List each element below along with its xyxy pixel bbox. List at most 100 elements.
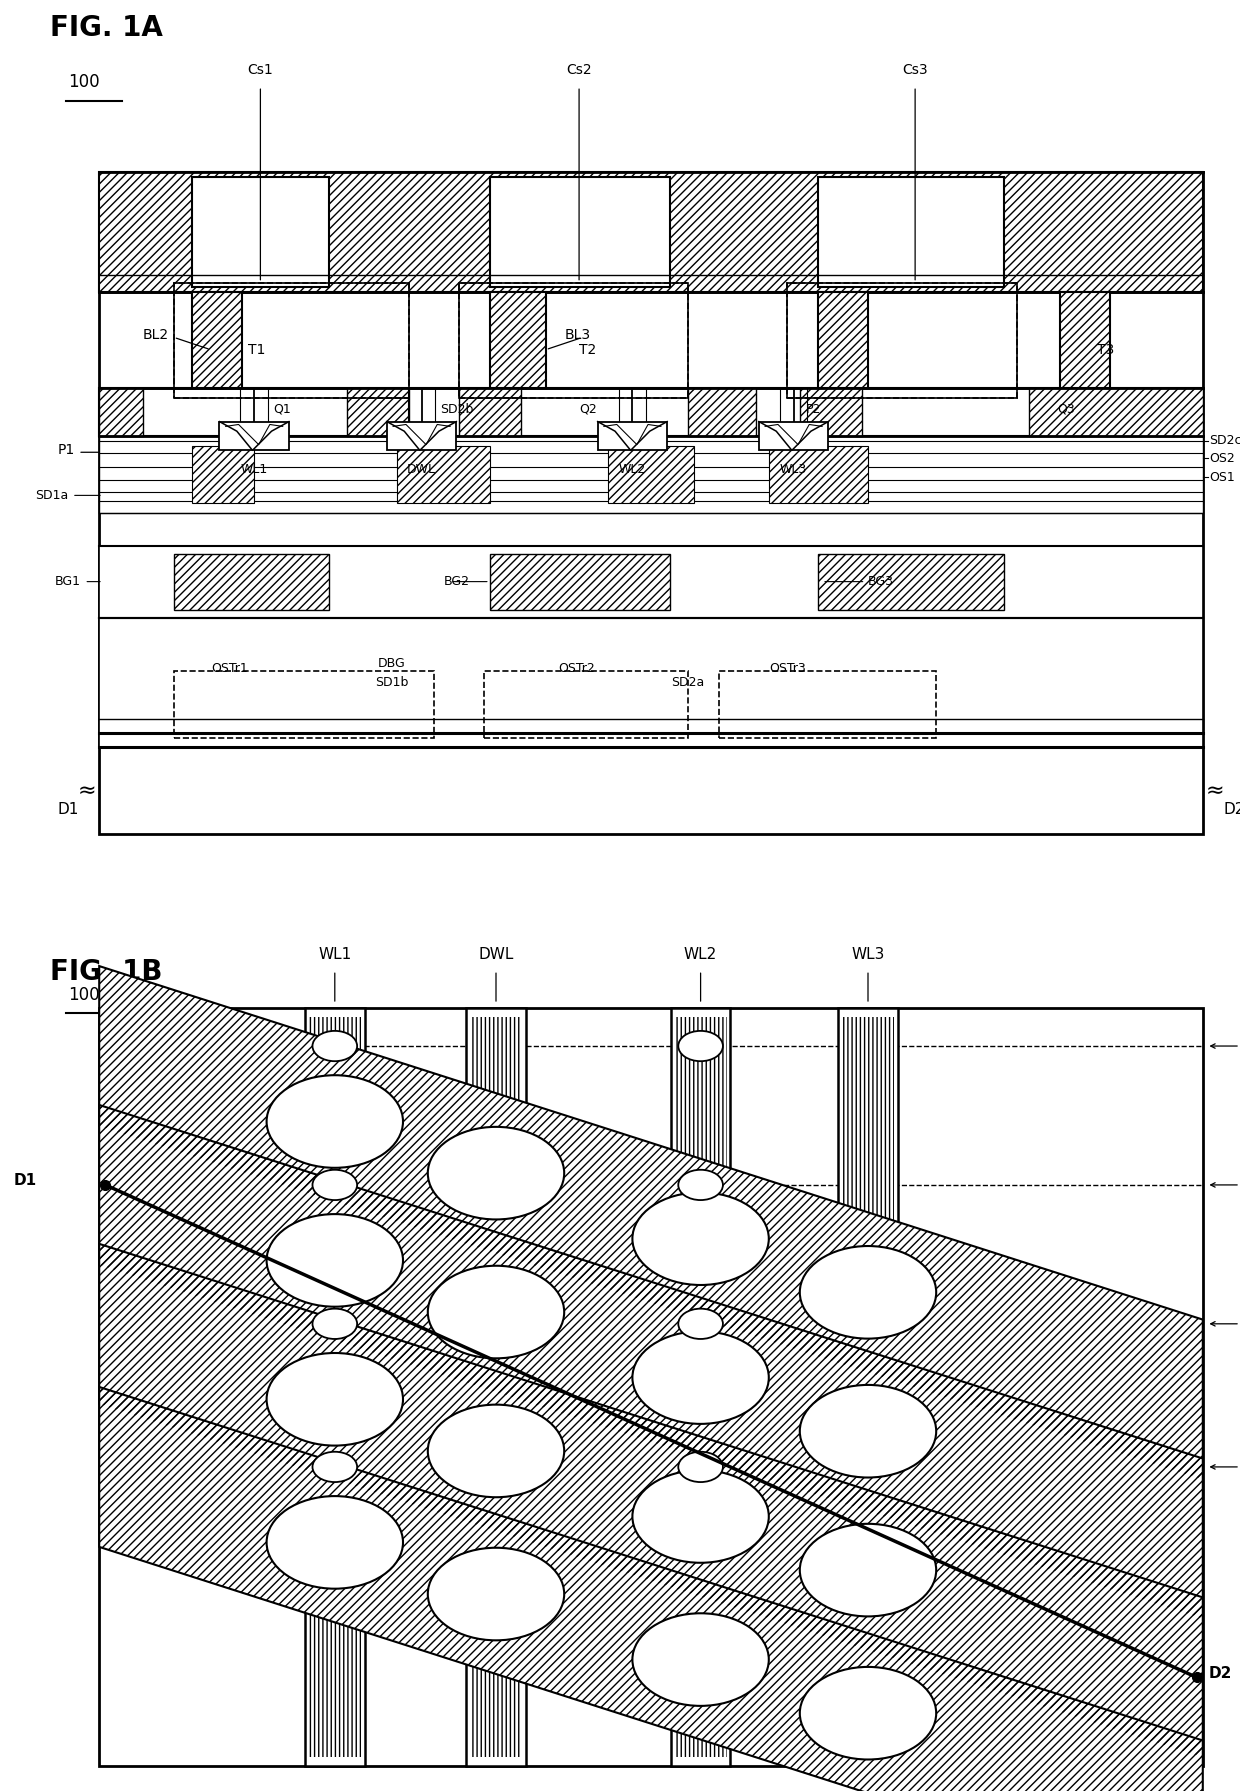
Text: Cs2: Cs2 (567, 63, 591, 77)
Bar (466, 1008, 526, 1766)
Text: Cs3: Cs3 (903, 63, 928, 77)
Text: 100: 100 (68, 73, 100, 91)
Bar (818, 292, 868, 389)
Circle shape (632, 1470, 769, 1564)
Bar (818, 177, 1004, 287)
Bar (800, 389, 862, 435)
Bar (99, 172, 1203, 292)
Circle shape (800, 1524, 936, 1617)
Text: OS1: OS1 (1209, 471, 1235, 484)
Text: OSTr2: OSTr2 (558, 663, 595, 675)
Text: ≈: ≈ (77, 781, 97, 801)
Bar (192, 292, 242, 389)
Text: D1: D1 (14, 1173, 37, 1187)
Text: Cs1: Cs1 (279, 1324, 304, 1338)
Bar (787, 283, 1017, 398)
Bar (608, 446, 694, 503)
Bar (1029, 389, 1203, 435)
Bar (174, 670, 434, 738)
Bar (671, 1008, 730, 1766)
Text: WL3: WL3 (852, 947, 884, 962)
Circle shape (678, 1032, 723, 1062)
Bar (484, 670, 688, 738)
Text: P1: P1 (57, 444, 74, 457)
Bar (459, 283, 688, 398)
Circle shape (800, 1247, 936, 1338)
Circle shape (632, 1193, 769, 1284)
Text: BG1: BG1 (55, 575, 81, 587)
Circle shape (800, 1384, 936, 1478)
Bar (598, 421, 667, 450)
Bar (99, 435, 1203, 512)
Text: OSTr3: OSTr3 (769, 663, 806, 675)
Bar (99, 172, 1203, 833)
Text: Cs3: Cs3 (1097, 1691, 1122, 1705)
Bar (1060, 292, 1110, 389)
Bar (219, 421, 289, 450)
Bar (397, 446, 490, 503)
Bar (99, 389, 143, 435)
Circle shape (267, 1075, 403, 1168)
Text: WL2: WL2 (619, 464, 646, 476)
Bar (818, 553, 1004, 611)
Text: OSTr1: OSTr1 (211, 663, 248, 675)
Bar (309, 1017, 361, 1757)
Text: DWL: DWL (479, 947, 513, 962)
Bar (838, 1008, 898, 1766)
Bar (459, 283, 688, 398)
Circle shape (312, 1032, 357, 1062)
Text: WL1: WL1 (241, 464, 268, 476)
Text: D2: D2 (1209, 1666, 1233, 1680)
Circle shape (428, 1266, 564, 1358)
Text: BL3: BL3 (564, 328, 590, 342)
Text: DWL: DWL (407, 464, 436, 476)
Bar (174, 283, 409, 398)
Circle shape (312, 1170, 357, 1200)
Bar (719, 670, 936, 738)
Text: Q3: Q3 (1058, 403, 1075, 416)
Bar (192, 177, 329, 287)
Bar (688, 389, 756, 435)
Text: FIG. 1A: FIG. 1A (50, 14, 162, 43)
Circle shape (428, 1127, 564, 1220)
Circle shape (312, 1309, 357, 1340)
Text: WL3: WL3 (780, 464, 807, 476)
Text: BG2: BG2 (444, 575, 470, 587)
Bar (470, 1017, 522, 1757)
Text: SD2b: SD2b (440, 403, 474, 416)
Text: WL2: WL2 (684, 947, 717, 962)
Text: 100: 100 (68, 985, 100, 1005)
Text: T2: T2 (579, 342, 596, 356)
Text: SD2c: SD2c (1209, 433, 1240, 448)
Text: T3: T3 (1097, 342, 1115, 356)
Bar (99, 546, 1203, 618)
Text: P1: P1 (217, 1141, 234, 1155)
Bar (459, 389, 521, 435)
Text: FIG. 1B: FIG. 1B (50, 958, 162, 985)
Circle shape (267, 1352, 403, 1445)
Bar (174, 553, 329, 611)
Bar (99, 618, 1203, 747)
Circle shape (632, 1614, 769, 1705)
Text: Cs1: Cs1 (248, 63, 273, 77)
Bar (490, 292, 546, 389)
Bar (490, 177, 670, 287)
Polygon shape (99, 1386, 1203, 1791)
Circle shape (632, 1331, 769, 1424)
Bar (347, 389, 409, 435)
Bar (675, 1017, 727, 1757)
Bar (99, 389, 1203, 435)
Bar (490, 553, 670, 611)
Polygon shape (99, 1105, 1203, 1619)
Text: SD1b: SD1b (376, 675, 408, 690)
Text: SD1a: SD1a (35, 489, 68, 501)
Circle shape (312, 1453, 357, 1483)
Text: P2: P2 (732, 1343, 749, 1356)
Text: Q2: Q2 (579, 403, 596, 416)
Text: Cs2: Cs2 (521, 1281, 547, 1295)
Text: P2: P2 (806, 403, 821, 416)
Circle shape (800, 1667, 936, 1759)
Bar (192, 446, 254, 503)
Circle shape (678, 1170, 723, 1200)
Circle shape (267, 1214, 403, 1307)
